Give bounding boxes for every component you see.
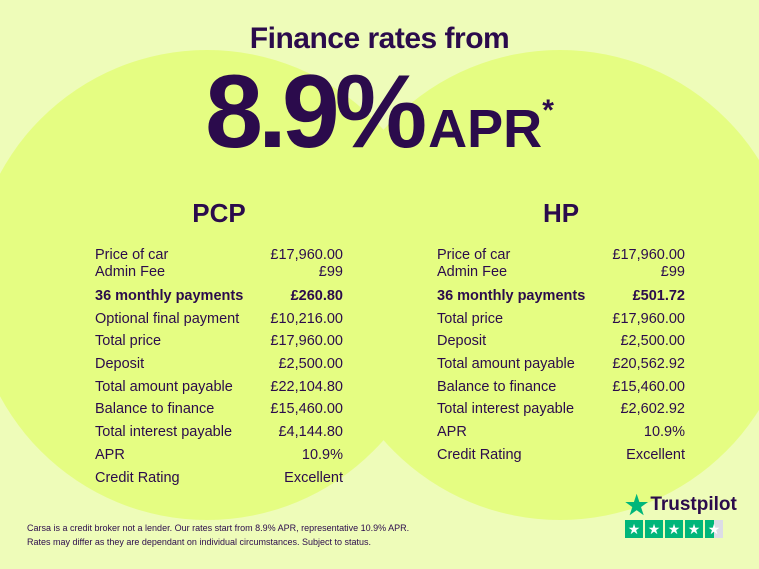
table-row: Total interest payable £4,144.80 [95,421,343,444]
row-label: Total interest payable [437,401,575,418]
row-label: Total price [437,310,504,327]
row-label: Deposit [95,356,145,373]
table-row: Credit Rating Excellent [95,467,343,490]
headline-subtitle: Finance rates from [249,22,510,55]
table-row: Total amount payable £22,104.80 [95,376,343,399]
plan-title: PCP [192,198,246,228]
row-label: Price of car [437,247,511,263]
row-value: £2,500.00 [620,333,685,350]
row-value: Excellent [284,469,343,486]
row-value: 10.9% [301,446,343,463]
row-label: Credit Rating [95,469,180,486]
table-row: Total price £17,960.00 [437,308,685,331]
row-label: Optional final payment [95,310,240,327]
asterisk: * [542,94,554,127]
row-value: £17,960.00 [270,333,343,350]
disclaimer: Carsa is a credit broker not a lender. O… [27,521,409,549]
table-row: Credit Rating Excellent [437,444,685,467]
table-row: Price of car £17,960.00 [437,247,685,264]
row-value: £10,216.00 [270,310,343,327]
row-value: £20,562.92 [612,356,685,373]
decorative-circle-right [325,50,759,520]
table-row: Total amount payable £20,562.92 [437,353,685,376]
star-icon: ★ [705,520,723,538]
plan-title: HP [542,198,580,228]
table-row: Balance to finance £15,460.00 [95,398,343,421]
star-icon: ★ [665,520,683,538]
row-value: £2,602.92 [620,401,685,418]
table-row: 36 monthly payments £260.80 [95,285,343,308]
row-value: £99 [660,264,685,280]
row-value: £17,960.00 [612,310,685,327]
trustpilot-logo: ★ Trustpilot [625,490,737,520]
row-value: £17,960.00 [612,247,685,263]
row-value: 10.9% [643,424,685,441]
row-value: £2,500.00 [278,356,343,373]
table-row: Admin Fee £99 [95,264,343,281]
row-label: Admin Fee [437,264,508,280]
row-label: Total interest payable [95,424,233,441]
row-label: Deposit [437,333,487,350]
rate-value: 8.9% [205,54,427,170]
row-value: £501.72 [632,288,685,304]
rating-stars: ★ ★ ★ ★ ★ [625,520,737,538]
apr-label: APR [428,99,543,159]
table-row: APR 10.9% [95,444,343,467]
table-row: Optional final payment £10,216.00 [95,308,343,331]
row-label: Balance to finance [95,401,215,418]
row-label: Price of car [95,247,169,263]
table-row: Admin Fee £99 [437,264,685,281]
row-label: Total amount payable [95,378,233,395]
table-row: Total price £17,960.00 [95,330,343,353]
table-row: 36 monthly payments £501.72 [437,285,685,308]
row-label: 36 monthly payments [95,288,244,304]
pcp-table: PCP Price of car £17,960.00 Admin Fee £99 36 … [95,198,343,489]
star-icon: ★ [645,520,663,538]
table-row: Total interest payable £2,602.92 [437,398,685,421]
table-row: Price of car £17,960.00 [95,247,343,264]
row-label: Admin Fee [95,264,166,280]
row-label: APR [95,446,125,463]
row-value: £17,960.00 [270,247,343,263]
row-value: Excellent [626,446,685,463]
row-label: Credit Rating [437,446,522,463]
hp-table: HP Price of car £17,960.00 Admin Fee £99 36 m… [437,198,685,467]
star-icon: ★ [625,520,643,538]
row-label: 36 monthly payments [437,288,586,304]
row-value: £22,104.80 [270,378,343,395]
table-row: Deposit £2,500.00 [437,330,685,353]
row-value: £4,144.80 [278,424,343,441]
star-icon: ★ [625,490,649,520]
star-icon: ★ [685,520,703,538]
row-label: APR [437,424,467,441]
row-label: Balance to finance [437,378,557,395]
headline-rate: 8.9% APR * [0,54,759,170]
table-row: Balance to finance £15,460.00 [437,376,685,399]
table-row: APR 10.9% [437,421,685,444]
trustpilot-badge[interactable]: ★ Trustpilot ★ ★ ★ ★ ★ [625,490,737,538]
row-value: £15,460.00 [270,401,343,418]
row-value: £15,460.00 [612,378,685,395]
disclaimer-line: Rates may differ as they are dependant o… [27,537,372,547]
row-value: £260.80 [290,288,343,304]
table-row: Deposit £2,500.00 [95,353,343,376]
row-value: £99 [318,264,343,280]
row-label: Total amount payable [437,356,575,373]
row-label: Total price [95,333,162,350]
disclaimer-line: Carsa is a credit broker not a lender. O… [27,523,410,533]
trustpilot-name: Trustpilot [650,494,737,515]
